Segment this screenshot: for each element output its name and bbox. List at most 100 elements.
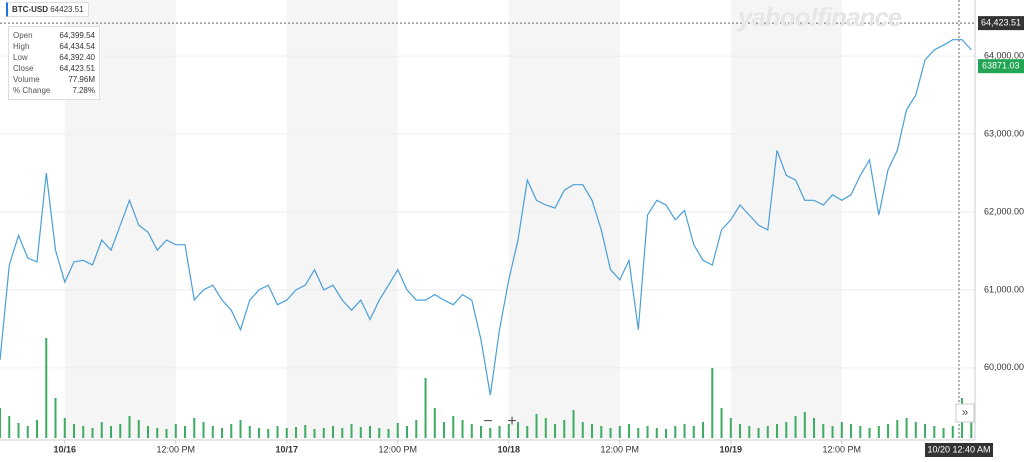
tooltip-row: Open 64,399.54 xyxy=(13,30,95,41)
volume-bar xyxy=(295,427,298,438)
volume-bar xyxy=(729,418,732,438)
volume-bar xyxy=(711,368,714,438)
scroll-end-icon: » xyxy=(962,405,969,419)
volume-bar xyxy=(184,426,187,438)
volume-bar xyxy=(341,428,344,438)
y-tick-label: 60,000.00 xyxy=(984,362,1024,372)
x-tick-label: 10/18 xyxy=(498,444,521,454)
zoom-in[interactable]: + xyxy=(507,413,516,430)
volume-bar xyxy=(850,424,853,438)
volume-bar xyxy=(17,423,20,438)
volume-bar xyxy=(544,418,547,438)
y-tick-label: 62,000.00 xyxy=(984,206,1024,216)
volume-bar xyxy=(535,414,538,438)
volume-bar xyxy=(387,429,390,438)
volume-bar xyxy=(618,426,621,438)
tooltip-value: 64,392.40 xyxy=(59,53,95,62)
volume-bar xyxy=(591,424,594,438)
volume-bar xyxy=(36,420,39,438)
volume-bar xyxy=(322,428,325,438)
volume-bar xyxy=(174,424,177,438)
tooltip-key: Volume xyxy=(13,75,40,84)
volume-bar xyxy=(822,424,825,438)
x-tick-label: 12:00 PM xyxy=(601,444,640,454)
volume-bar xyxy=(970,418,973,438)
x-tick-label: 12:00 PM xyxy=(823,444,862,454)
volume-bar xyxy=(8,416,11,438)
volume-bar xyxy=(100,422,103,438)
y-tick-label: 63,000.00 xyxy=(984,128,1024,138)
volume-bar xyxy=(147,426,150,438)
tooltip-row: Volume 77.96M xyxy=(13,74,95,85)
x-tick-label: 12:00 PM xyxy=(156,444,195,454)
tooltip-row: Low 64,392.40 xyxy=(13,52,95,63)
volume-bar xyxy=(211,426,214,438)
volume-bar xyxy=(674,426,677,438)
volume-bar xyxy=(581,422,584,438)
x-tick-label: 10/16 xyxy=(53,444,76,454)
volume-bar xyxy=(443,422,446,438)
volume-bar xyxy=(82,426,85,438)
brand-watermark: yahoo!finance xyxy=(738,2,902,32)
volume-bar xyxy=(766,426,769,438)
volume-bar xyxy=(248,426,251,438)
symbol-price: 64423.51 xyxy=(50,5,84,14)
volume-bar xyxy=(655,428,658,438)
volume-bar xyxy=(924,424,927,438)
volume-bar xyxy=(637,428,640,438)
volume-bar xyxy=(332,426,335,438)
y-tick-label: 64,000.00 xyxy=(984,50,1024,60)
symbol-label: BTC-USD 64423.51 xyxy=(6,2,89,17)
volume-bar xyxy=(831,426,834,438)
volume-bar xyxy=(859,426,862,438)
tooltip-key: Low xyxy=(13,53,28,62)
tooltip-key: Open xyxy=(13,31,33,40)
volume-bar xyxy=(840,422,843,438)
volume-bar xyxy=(646,426,649,438)
volume-bar xyxy=(202,422,205,438)
tooltip-row: High 64,434.54 xyxy=(13,41,95,52)
volume-bar xyxy=(785,422,788,438)
cursor-value-label: 64,423.51 xyxy=(981,17,1021,27)
session-band xyxy=(286,0,398,438)
cursor-time-box xyxy=(924,443,993,457)
last-price-box xyxy=(978,59,1024,74)
volume-bar xyxy=(526,426,529,438)
volume-bar xyxy=(470,424,473,438)
volume-bar xyxy=(914,422,917,438)
volume-bar xyxy=(110,426,113,438)
scroll-end-button[interactable] xyxy=(955,403,975,423)
volume-bar xyxy=(720,408,723,438)
volume-bar xyxy=(702,422,705,438)
volume-bar xyxy=(45,338,48,438)
volume-bar xyxy=(165,429,168,438)
x-tick-label: 10/17 xyxy=(275,444,298,454)
volume-bar xyxy=(813,418,816,438)
zoom-out[interactable]: − xyxy=(483,413,492,430)
x-tick-label: 12:00 PM xyxy=(379,444,418,454)
volume-bar xyxy=(489,428,492,438)
volume-bar xyxy=(128,416,131,438)
volume-bar xyxy=(563,420,566,438)
x-tick-label: 10/19 xyxy=(720,444,743,454)
volume-bar xyxy=(933,426,936,438)
symbol: BTC-USD xyxy=(12,5,48,14)
volume-bar xyxy=(26,426,29,438)
tooltip-value: 64,434.54 xyxy=(59,42,95,51)
tooltip-key: % Change xyxy=(13,86,51,95)
tooltip-row: % Change 7.28% xyxy=(13,85,95,96)
volume-bar xyxy=(665,429,668,438)
volume-bar xyxy=(609,428,612,438)
volume-bar xyxy=(942,428,945,438)
volume-bar xyxy=(193,418,196,438)
tooltip-key: High xyxy=(13,42,30,51)
volume-bar xyxy=(507,424,510,438)
volume-bar xyxy=(683,424,686,438)
volume-bar xyxy=(951,426,954,438)
volume-bar xyxy=(230,424,233,438)
cursor-time-label: 10/20 12:40 AM xyxy=(927,444,990,454)
volume-bar xyxy=(498,426,501,438)
volume-bar xyxy=(628,424,631,438)
volume-bar xyxy=(0,408,1,438)
